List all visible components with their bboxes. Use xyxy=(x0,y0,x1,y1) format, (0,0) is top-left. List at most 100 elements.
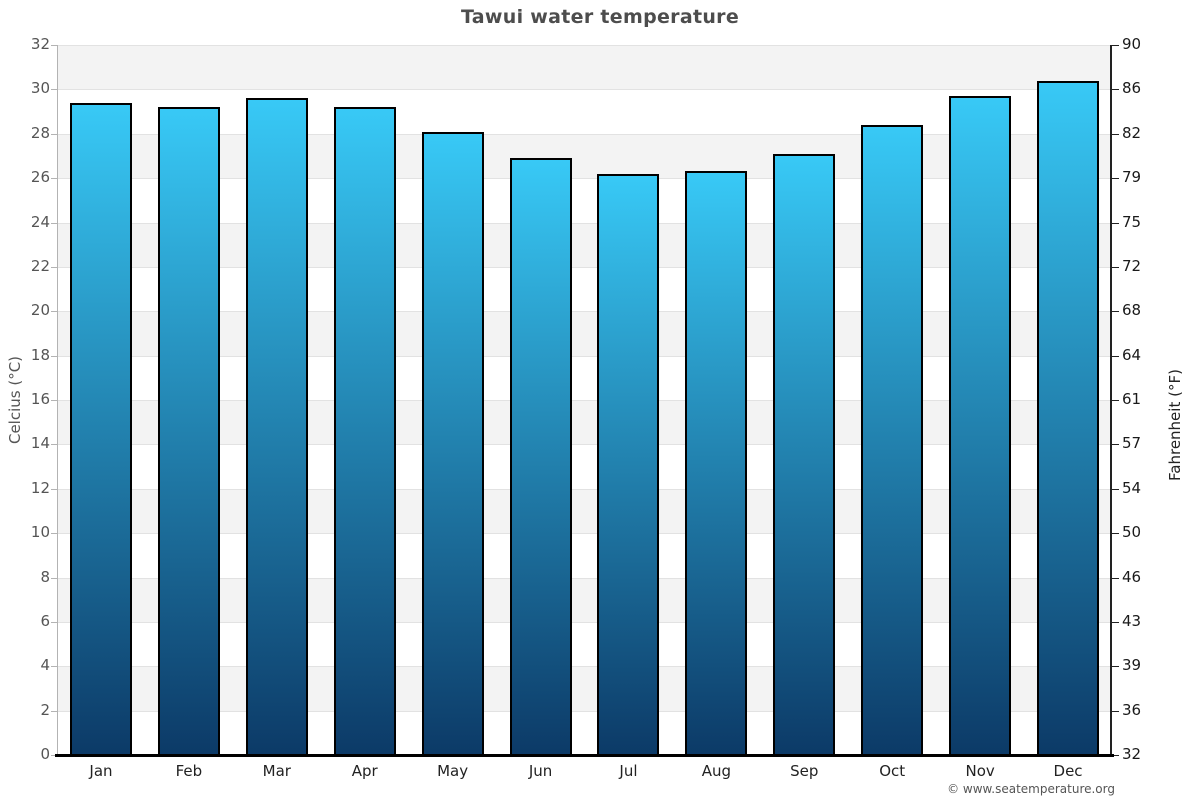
y-tick-mark-right xyxy=(1112,621,1119,623)
x-tick-label-sep: Sep xyxy=(790,762,819,780)
bar-may xyxy=(421,131,484,755)
y-tick-mark-left xyxy=(51,621,57,623)
y-tick-mark-left xyxy=(51,178,57,180)
y-tick-label-celsius: 14 xyxy=(30,434,50,453)
bar-jul xyxy=(597,173,660,755)
grid-band xyxy=(57,400,1112,445)
y-tick-label-celsius: 20 xyxy=(30,301,50,320)
y-tick-mark-right xyxy=(1112,266,1119,268)
y-tick-mark-right xyxy=(1112,222,1119,224)
x-tick-label-apr: Apr xyxy=(351,762,378,780)
y-tick-mark-right xyxy=(1112,710,1119,712)
y-tick-label-fahrenheit: 50 xyxy=(1122,523,1142,542)
y-tick-label-celsius: 8 xyxy=(40,567,50,586)
grid-band xyxy=(57,89,1112,134)
bar-feb xyxy=(157,107,220,755)
x-tick-label-mar: Mar xyxy=(262,762,291,780)
y-tick-label-celsius: 32 xyxy=(30,35,50,53)
y-tick-label-celsius: 16 xyxy=(30,390,50,408)
y-tick-mark-left xyxy=(51,710,57,712)
y-tick-label-celsius: 30 xyxy=(30,79,50,98)
y-tick-label-fahrenheit: 79 xyxy=(1122,168,1142,187)
y-tick-mark-left xyxy=(51,45,57,46)
y-tick-label-fahrenheit: 32 xyxy=(1122,745,1142,763)
bar-dec xyxy=(1037,80,1100,755)
y-tick-label-celsius: 22 xyxy=(30,256,50,275)
y-tick-label-celsius: 4 xyxy=(40,656,50,675)
plot-area xyxy=(57,45,1112,755)
y-tick-label-fahrenheit: 36 xyxy=(1122,700,1142,719)
bar-nov xyxy=(949,96,1012,755)
grid-band xyxy=(57,355,1112,400)
y-tick-mark-left xyxy=(51,755,57,756)
y-tick-mark-right xyxy=(1112,311,1119,313)
y-tick-mark-left xyxy=(51,488,57,490)
y-tick-mark-right xyxy=(1112,89,1119,91)
chart-title: Tawui water temperature xyxy=(460,6,740,28)
bar-oct xyxy=(861,124,924,755)
y-tick-mark-left xyxy=(51,666,57,668)
x-axis-line xyxy=(55,754,1114,757)
y-tick-mark-right xyxy=(1112,444,1119,446)
y-tick-label-celsius: 2 xyxy=(40,700,50,719)
y-tick-mark-right xyxy=(1112,400,1119,401)
y-tick-label-fahrenheit: 57 xyxy=(1122,434,1142,453)
y-axis-label-fahrenheit: Fahrenheit (°F) xyxy=(1166,369,1184,481)
y-tick-mark-left xyxy=(51,533,57,535)
y-axis-line-right xyxy=(1110,45,1112,757)
y-tick-label-fahrenheit: 82 xyxy=(1122,123,1142,142)
y-tick-mark-right xyxy=(1112,533,1119,535)
bar-apr xyxy=(333,107,396,755)
y-tick-label-celsius: 24 xyxy=(30,212,50,231)
y-tick-mark-left xyxy=(51,89,57,91)
y-tick-mark-right xyxy=(1112,488,1119,490)
x-tick-label-jan: Jan xyxy=(89,762,113,780)
grid-band xyxy=(57,666,1112,711)
y-tick-mark-left xyxy=(51,222,57,224)
bar-jun xyxy=(509,158,572,755)
y-tick-mark-left xyxy=(51,400,57,401)
y-tick-label-celsius: 12 xyxy=(30,478,50,497)
bar-jan xyxy=(69,102,132,755)
y-tick-mark-left xyxy=(51,577,57,579)
x-tick-label-aug: Aug xyxy=(701,762,732,780)
copyright-credit: © www.seatemperature.org xyxy=(947,782,1115,796)
y-tick-mark-right xyxy=(1112,666,1119,668)
y-tick-label-fahrenheit: 90 xyxy=(1122,35,1142,53)
y-tick-label-celsius: 28 xyxy=(30,123,50,142)
grid-band xyxy=(57,178,1112,223)
y-tick-label-fahrenheit: 68 xyxy=(1122,301,1142,320)
x-tick-label-oct: Oct xyxy=(879,762,906,780)
bar-sep xyxy=(773,153,836,755)
y-tick-mark-right xyxy=(1112,577,1119,579)
x-tick-label-dec: Dec xyxy=(1053,762,1083,780)
x-tick-label-jul: Jul xyxy=(619,762,638,780)
grid-band xyxy=(57,488,1112,534)
grid-band xyxy=(57,266,1112,312)
x-tick-label-nov: Nov xyxy=(965,762,995,780)
y-tick-mark-right xyxy=(1112,178,1119,180)
y-axis-line-left xyxy=(57,45,58,755)
x-tick-label-jun: Jun xyxy=(528,762,553,780)
y-tick-mark-left xyxy=(51,311,57,313)
grid-band xyxy=(57,710,1112,755)
y-tick-label-fahrenheit: 46 xyxy=(1122,567,1142,586)
y-tick-mark-left xyxy=(51,355,57,357)
y-tick-mark-left xyxy=(51,266,57,268)
y-tick-label-fahrenheit: 64 xyxy=(1122,345,1142,364)
y-tick-label-fahrenheit: 61 xyxy=(1122,390,1142,408)
y-tick-label-celsius: 18 xyxy=(30,345,50,364)
y-tick-mark-right xyxy=(1112,133,1119,135)
y-tick-label-celsius: 26 xyxy=(30,168,50,187)
y-tick-label-fahrenheit: 43 xyxy=(1122,611,1142,630)
y-tick-mark-left xyxy=(51,133,57,135)
grid-band xyxy=(57,621,1112,667)
grid-band xyxy=(57,45,1112,90)
grid-band xyxy=(57,533,1112,578)
y-tick-mark-right xyxy=(1112,355,1119,357)
x-tick-label-feb: Feb xyxy=(175,762,203,780)
bar-aug xyxy=(685,171,748,755)
y-tick-mark-right xyxy=(1112,755,1119,756)
y-tick-label-fahrenheit: 75 xyxy=(1122,212,1142,231)
